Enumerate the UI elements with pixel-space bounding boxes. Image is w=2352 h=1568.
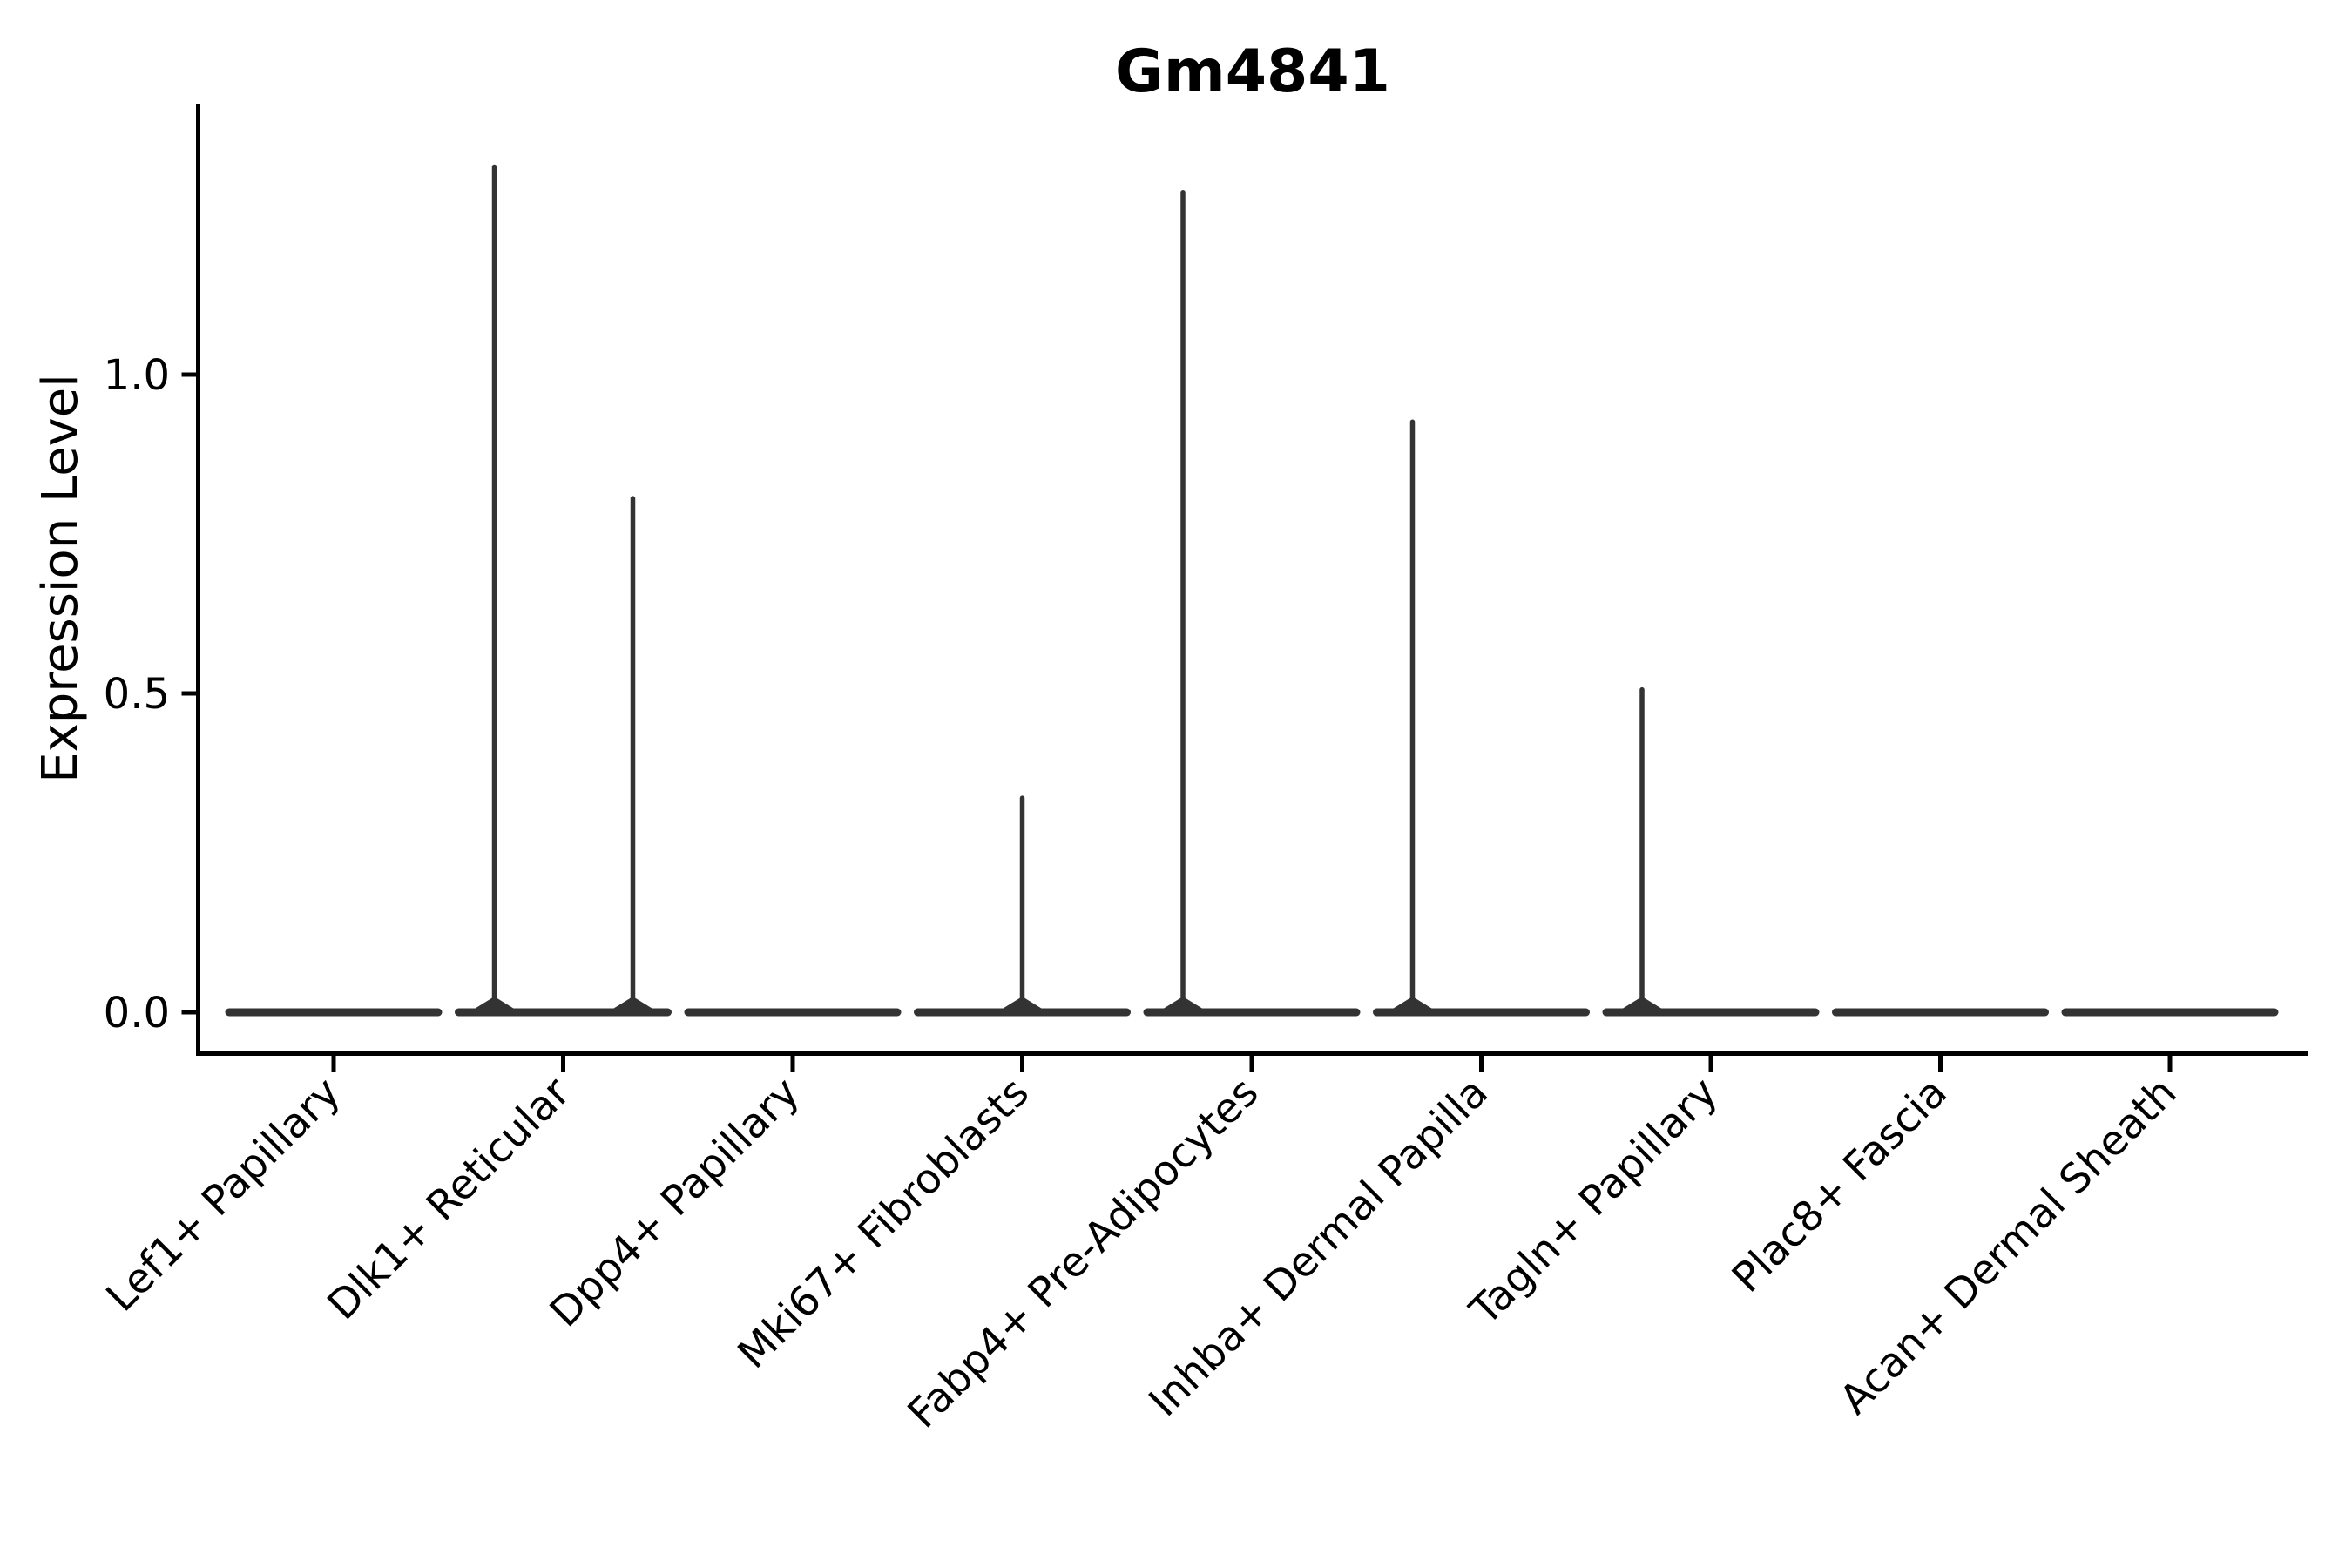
violin bbox=[1602, 686, 1820, 1017]
y-tick-label: 1.0 bbox=[104, 351, 170, 400]
x-tick-label: Dlk1+ Reticular bbox=[319, 1068, 580, 1329]
chart-title: Gm4841 bbox=[1115, 37, 1390, 106]
x-tick-label: Lef1+ Papillary bbox=[98, 1069, 350, 1321]
violin bbox=[914, 795, 1131, 1017]
y-tick-label: 0.5 bbox=[104, 670, 170, 719]
y-axis-label: Expression Level bbox=[32, 374, 89, 783]
x-tick-label: Plac8+ Fascia bbox=[1723, 1069, 1957, 1302]
violin bbox=[455, 164, 672, 1017]
violin bbox=[1143, 189, 1361, 1017]
y-tick-label: 0.0 bbox=[104, 989, 170, 1037]
y-axis: 0.0 0.5 1.0 bbox=[104, 351, 199, 1037]
x-tick-label: Dpp4+ Papillary bbox=[541, 1069, 809, 1337]
violins bbox=[225, 164, 2279, 1017]
x-tick-label: Tagln+ Papillary bbox=[1461, 1069, 1727, 1335]
violin bbox=[1373, 419, 1590, 1017]
